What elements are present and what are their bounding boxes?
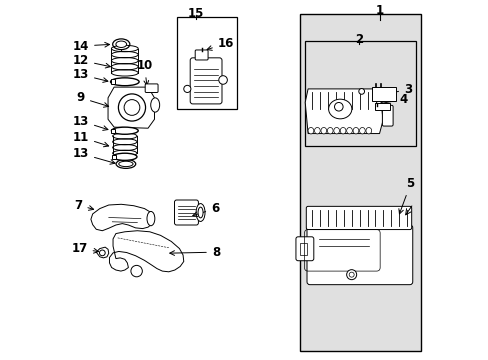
Ellipse shape bbox=[110, 78, 139, 86]
FancyBboxPatch shape bbox=[174, 200, 198, 225]
Ellipse shape bbox=[365, 127, 371, 134]
Polygon shape bbox=[96, 247, 108, 258]
Text: 5: 5 bbox=[398, 177, 414, 214]
Ellipse shape bbox=[196, 203, 204, 221]
Ellipse shape bbox=[198, 207, 203, 218]
Ellipse shape bbox=[111, 127, 138, 134]
Circle shape bbox=[334, 103, 343, 111]
Ellipse shape bbox=[340, 127, 345, 134]
FancyBboxPatch shape bbox=[295, 237, 313, 261]
Text: 8: 8 bbox=[169, 246, 220, 258]
Ellipse shape bbox=[359, 127, 365, 134]
Text: 6: 6 bbox=[192, 202, 219, 216]
Ellipse shape bbox=[320, 127, 326, 134]
FancyBboxPatch shape bbox=[145, 84, 158, 93]
Circle shape bbox=[99, 250, 105, 256]
Bar bbox=[176, 18, 237, 109]
Ellipse shape bbox=[147, 211, 155, 226]
Bar bbox=[300, 243, 306, 255]
Circle shape bbox=[124, 100, 140, 115]
Text: 3: 3 bbox=[385, 83, 411, 96]
Ellipse shape bbox=[314, 127, 320, 134]
Polygon shape bbox=[109, 231, 183, 272]
Circle shape bbox=[348, 272, 353, 277]
Text: 17: 17 bbox=[71, 242, 98, 255]
Ellipse shape bbox=[150, 98, 160, 112]
Text: 15: 15 bbox=[188, 8, 204, 21]
Text: 13: 13 bbox=[73, 68, 108, 82]
Ellipse shape bbox=[307, 127, 313, 134]
Text: 2: 2 bbox=[354, 33, 362, 46]
Text: 11: 11 bbox=[73, 131, 108, 147]
FancyBboxPatch shape bbox=[305, 206, 411, 230]
Text: 16: 16 bbox=[207, 37, 234, 50]
Bar bbox=[374, 103, 389, 111]
Bar bbox=[299, 14, 420, 351]
Ellipse shape bbox=[352, 127, 358, 134]
FancyBboxPatch shape bbox=[382, 105, 392, 126]
Circle shape bbox=[218, 76, 227, 84]
Ellipse shape bbox=[116, 159, 136, 168]
Text: 4: 4 bbox=[380, 93, 407, 106]
Text: 1: 1 bbox=[375, 4, 383, 17]
Text: 7: 7 bbox=[74, 198, 93, 212]
Polygon shape bbox=[305, 89, 382, 134]
Ellipse shape bbox=[112, 39, 130, 50]
Text: 13: 13 bbox=[73, 114, 108, 130]
Text: 14: 14 bbox=[73, 40, 109, 53]
Ellipse shape bbox=[328, 99, 351, 119]
Ellipse shape bbox=[119, 161, 133, 167]
Text: 12: 12 bbox=[73, 54, 110, 68]
Circle shape bbox=[358, 89, 364, 94]
Text: 13: 13 bbox=[73, 147, 115, 164]
Ellipse shape bbox=[326, 127, 332, 134]
Bar bbox=[304, 41, 415, 146]
Bar bbox=[111, 129, 115, 133]
FancyBboxPatch shape bbox=[195, 50, 207, 60]
FancyBboxPatch shape bbox=[306, 225, 412, 285]
FancyBboxPatch shape bbox=[190, 58, 222, 104]
Polygon shape bbox=[91, 204, 153, 231]
Circle shape bbox=[346, 270, 356, 280]
Bar bbox=[111, 155, 115, 158]
Ellipse shape bbox=[112, 153, 137, 160]
Ellipse shape bbox=[116, 41, 126, 48]
Polygon shape bbox=[108, 87, 154, 128]
Ellipse shape bbox=[333, 127, 339, 134]
Circle shape bbox=[183, 85, 190, 93]
Ellipse shape bbox=[346, 127, 352, 134]
Circle shape bbox=[131, 265, 142, 277]
Bar bbox=[111, 79, 115, 84]
Text: 9: 9 bbox=[77, 91, 108, 107]
Text: 10: 10 bbox=[136, 59, 152, 85]
Bar bbox=[372, 87, 395, 102]
Circle shape bbox=[118, 94, 145, 121]
